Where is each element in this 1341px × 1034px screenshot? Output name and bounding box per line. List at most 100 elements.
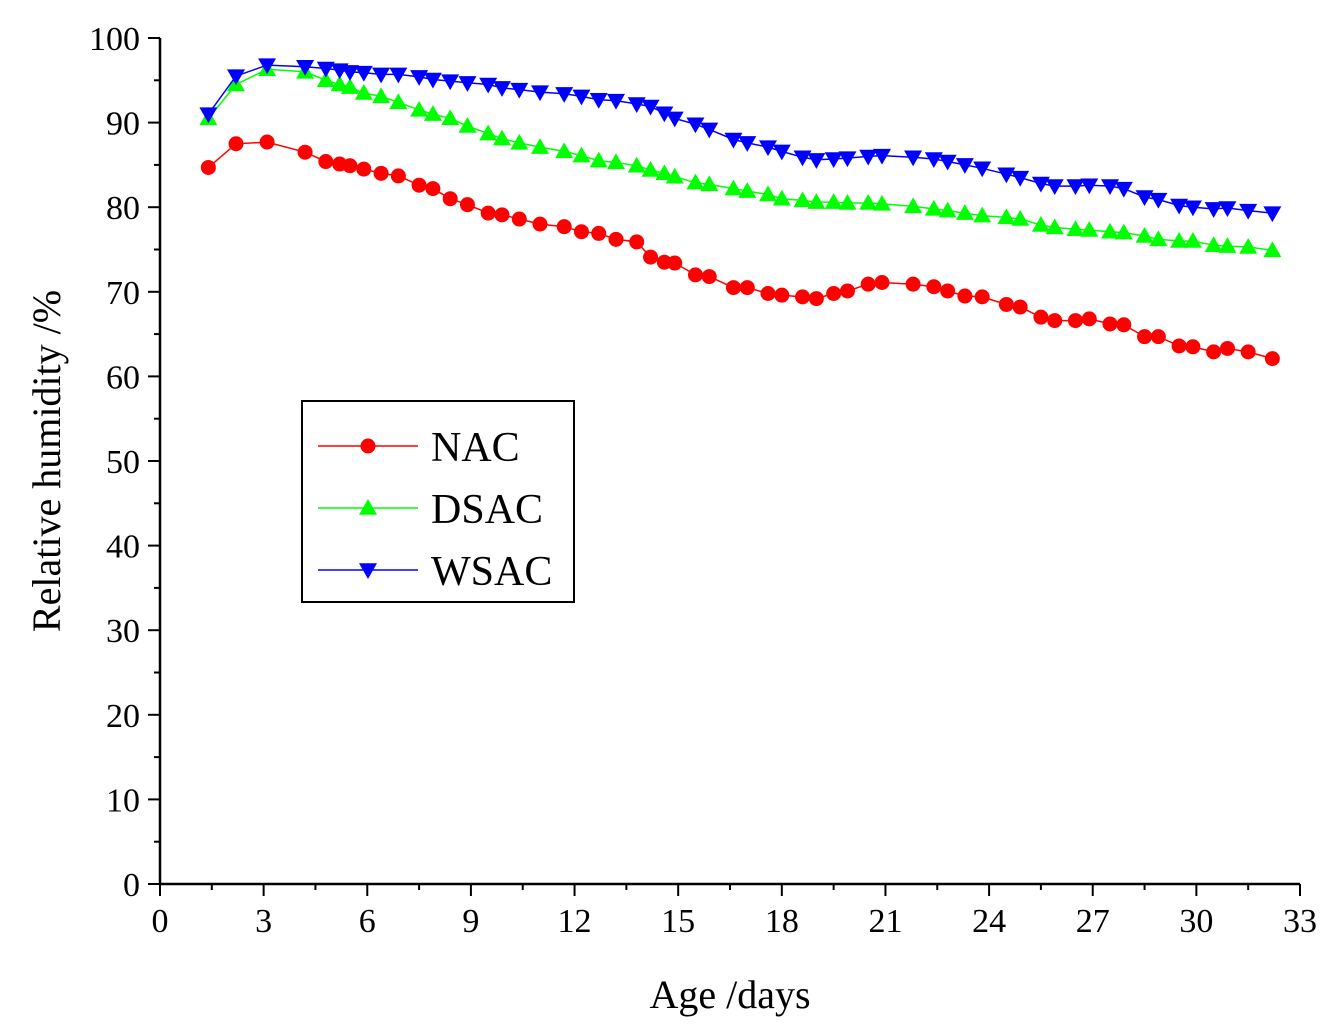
data-point-nac: [1012, 299, 1028, 315]
data-point-dsac: [589, 151, 608, 168]
data-point-dsac: [316, 71, 335, 88]
data-point-dsac: [1170, 232, 1189, 248]
data-point-wsac: [955, 158, 974, 174]
data-point-wsac: [859, 149, 878, 166]
x-tick-label: 21: [868, 903, 902, 940]
data-point-dsac: [531, 138, 549, 154]
data-point-wsac: [316, 61, 335, 78]
y-tick-label: 30: [106, 613, 140, 650]
data-point-nac: [860, 276, 876, 292]
data-point-dsac: [772, 189, 791, 206]
axes-layer: 0 3 6 9 12 15 18 21 24 27 30 33 0 10 20 30 40 50 60 70 80 90 1…: [24, 21, 1317, 1017]
y-tick-label: 60: [106, 359, 140, 396]
legend-label-nac: NAC: [431, 425, 520, 471]
data-point-wsac: [824, 152, 843, 168]
data-point-dsac: [873, 194, 891, 211]
x-tick-label: 6: [359, 903, 376, 940]
y-tick-label: 70: [106, 275, 140, 312]
data-point-wsac: [510, 82, 529, 99]
data-point-dsac: [665, 167, 684, 184]
data-point-wsac: [572, 89, 591, 106]
data-point-nac: [356, 161, 372, 177]
x-tick-label: 18: [765, 903, 799, 940]
data-point-wsac: [759, 140, 777, 157]
data-point-nac: [390, 168, 406, 184]
data-point-nac: [425, 181, 441, 197]
data-point-nac: [905, 276, 921, 292]
data-point-dsac: [479, 124, 498, 141]
data-point-wsac: [531, 85, 549, 102]
data-point-nac: [511, 211, 527, 227]
data-point-nac: [1150, 329, 1166, 345]
y-tick-label: 80: [106, 190, 140, 227]
data-point-wsac: [1218, 201, 1237, 218]
data-point-dsac: [330, 75, 349, 92]
data-point-nac: [940, 283, 956, 299]
data-point-dsac: [807, 193, 826, 209]
data-point-dsac: [724, 179, 743, 196]
data-point-dsac: [641, 160, 660, 177]
data-point-nac: [926, 279, 942, 295]
data-point-dsac: [859, 193, 878, 210]
data-point-dsac: [410, 100, 429, 117]
data-point-dsac: [493, 129, 511, 146]
data-point-nac: [1033, 309, 1049, 325]
data-point-wsac: [1080, 178, 1099, 195]
data-point-dsac: [572, 146, 591, 163]
data-point-nac: [701, 269, 717, 285]
legend: NAC DSAC WSAC: [301, 400, 575, 603]
data-point-wsac: [1204, 202, 1223, 218]
data-point-dsac: [627, 156, 646, 173]
data-point-nac: [643, 249, 659, 265]
data-point-nac: [1067, 313, 1083, 329]
data-point-wsac: [555, 87, 574, 103]
legend-label-wsac: WSAC: [431, 549, 552, 595]
data-point-nac: [556, 219, 572, 235]
data-point-nac: [200, 159, 216, 175]
y-tick-label: 40: [106, 529, 140, 566]
data-point-nac: [998, 296, 1014, 312]
data-point-wsac: [1114, 181, 1133, 198]
data-point-dsac: [904, 197, 923, 214]
data-point-dsac: [1135, 226, 1154, 243]
data-point-wsac: [938, 154, 957, 171]
x-tick-label: 33: [1283, 903, 1317, 940]
data-point-dsac: [1263, 241, 1282, 258]
data-point-wsac: [258, 58, 277, 75]
x-tick-label: 27: [1076, 903, 1110, 940]
data-point-wsac: [641, 99, 660, 116]
data-point-dsac: [458, 116, 477, 133]
data-point-wsac: [1149, 192, 1168, 209]
data-point-nac: [1219, 340, 1235, 356]
data-point-wsac: [1183, 200, 1202, 217]
x-tick-label: 12: [558, 903, 592, 940]
data-point-dsac: [510, 133, 529, 150]
data-point-wsac: [873, 148, 891, 165]
data-point-nac: [608, 231, 624, 247]
data-point-wsac: [738, 136, 757, 152]
data-point-wsac: [997, 167, 1016, 184]
data-point-wsac: [1011, 170, 1030, 187]
x-tick-label: 15: [661, 903, 695, 940]
data-point-dsac: [341, 78, 359, 94]
data-point-nac: [480, 205, 496, 221]
data-point-dsac: [1045, 218, 1064, 235]
data-point-wsac: [493, 81, 511, 97]
data-point-nac: [459, 197, 475, 213]
data-point-wsac: [441, 74, 460, 91]
data-point-wsac: [607, 93, 625, 110]
data-point-wsac: [1031, 176, 1050, 193]
series-nac: [200, 134, 1280, 367]
data-point-wsac: [1239, 203, 1258, 220]
data-point-wsac: [341, 65, 359, 81]
data-point-wsac: [627, 97, 646, 113]
data-point-dsac: [1218, 237, 1237, 253]
data-point-nac: [442, 191, 458, 207]
data-point-wsac: [655, 106, 674, 123]
data-point-nac: [1047, 313, 1063, 329]
data-point-nac: [808, 291, 824, 307]
data-point-nac: [739, 280, 755, 296]
data-point-dsac: [1183, 232, 1202, 248]
data-point-nac: [839, 283, 855, 299]
